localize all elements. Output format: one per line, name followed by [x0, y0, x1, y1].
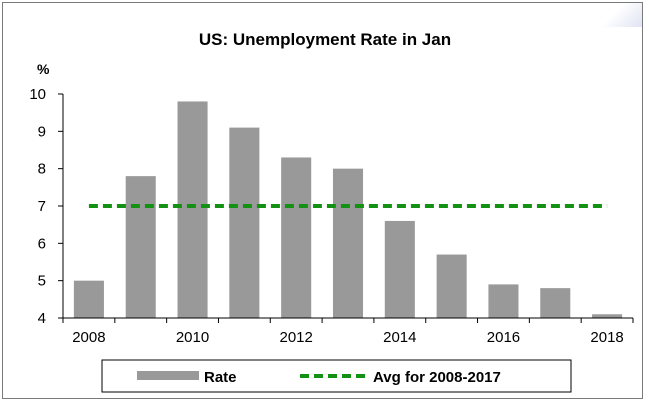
y-tick-label-6: 6 [38, 235, 46, 252]
chart-title: US: Unemployment Rate in Jan [199, 30, 451, 49]
bar-2018 [592, 314, 623, 318]
legend-label-avg: Avg for 2008-2017 [373, 369, 501, 386]
legend: Rate Avg for 2008-2017 [101, 359, 572, 393]
y-tick-label-10: 10 [29, 86, 46, 103]
y-tick-label-9: 9 [38, 123, 46, 140]
bar-2014 [384, 220, 415, 318]
bar-2008 [73, 280, 104, 318]
y-axis-unit-label: % [37, 61, 50, 77]
x-tick-label-2018: 2018 [590, 329, 623, 346]
bar-2009 [125, 176, 156, 318]
x-tick-label-2016: 2016 [487, 329, 520, 346]
y-tick-label-5: 5 [38, 273, 46, 290]
x-tick-label-2012: 2012 [279, 329, 312, 346]
bar-2016 [488, 284, 519, 318]
x-tick-label-2014: 2014 [383, 329, 416, 346]
y-tick-label-8: 8 [38, 161, 46, 178]
chart-frame [2, 2, 643, 399]
bar-2013 [332, 168, 364, 318]
bar-2017 [540, 288, 571, 318]
legend-label-rate: Rate [204, 369, 237, 386]
bar-2010 [177, 101, 208, 318]
bar-2015 [436, 254, 467, 318]
y-tick-label-4: 4 [38, 310, 46, 327]
y-tick-label-7: 7 [38, 198, 46, 215]
legend-swatch-rate [137, 371, 199, 380]
x-tick-label-2008: 2008 [72, 329, 105, 346]
bar-2012 [281, 157, 312, 318]
corner-decoration [602, 3, 642, 27]
bar-2011 [229, 127, 260, 318]
x-tick-label-2010: 2010 [176, 329, 209, 346]
